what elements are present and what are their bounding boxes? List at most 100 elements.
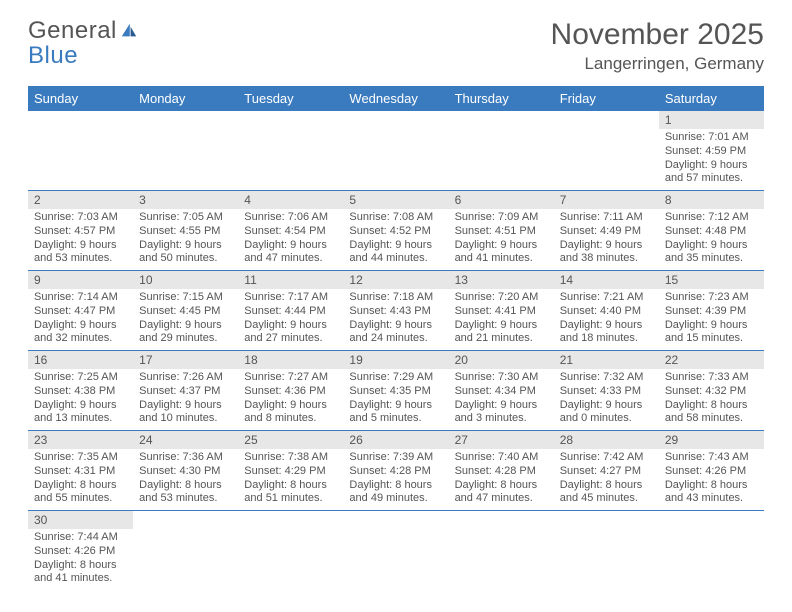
day-details: Sunrise: 7:03 AMSunset: 4:57 PMDaylight:… [28, 209, 133, 270]
location: Langerringen, Germany [551, 54, 764, 74]
day-details: Sunrise: 7:38 AMSunset: 4:29 PMDaylight:… [238, 449, 343, 510]
day-cell: 17Sunrise: 7:26 AMSunset: 4:37 PMDayligh… [133, 351, 238, 431]
day-number: 13 [449, 271, 554, 289]
weekday-header: Sunday [28, 86, 133, 111]
day-cell: 8Sunrise: 7:12 AMSunset: 4:48 PMDaylight… [659, 191, 764, 271]
day-details: Sunrise: 7:23 AMSunset: 4:39 PMDaylight:… [659, 289, 764, 350]
empty-cell [238, 111, 343, 191]
day-details: Sunrise: 7:14 AMSunset: 4:47 PMDaylight:… [28, 289, 133, 350]
day-details: Sunrise: 7:08 AMSunset: 4:52 PMDaylight:… [343, 209, 448, 270]
day-details: Sunrise: 7:42 AMSunset: 4:27 PMDaylight:… [554, 449, 659, 510]
day-cell: 25Sunrise: 7:38 AMSunset: 4:29 PMDayligh… [238, 431, 343, 511]
page-header: GeneralBlue November 2025 Langerringen, … [28, 18, 764, 74]
day-cell: 3Sunrise: 7:05 AMSunset: 4:55 PMDaylight… [133, 191, 238, 271]
weekday-header: Thursday [449, 86, 554, 111]
day-number: 23 [28, 431, 133, 449]
day-details: Sunrise: 7:27 AMSunset: 4:36 PMDaylight:… [238, 369, 343, 430]
day-number: 20 [449, 351, 554, 369]
day-details: Sunrise: 7:15 AMSunset: 4:45 PMDaylight:… [133, 289, 238, 350]
day-number: 6 [449, 191, 554, 209]
day-details: Sunrise: 7:36 AMSunset: 4:30 PMDaylight:… [133, 449, 238, 510]
day-number: 10 [133, 271, 238, 289]
day-number: 7 [554, 191, 659, 209]
empty-cell [238, 511, 343, 591]
day-number: 17 [133, 351, 238, 369]
weekday-header: Monday [133, 86, 238, 111]
day-number: 9 [28, 271, 133, 289]
empty-cell [554, 111, 659, 191]
day-cell: 16Sunrise: 7:25 AMSunset: 4:38 PMDayligh… [28, 351, 133, 431]
empty-cell [28, 111, 133, 191]
calendar-head: SundayMondayTuesdayWednesdayThursdayFrid… [28, 86, 764, 111]
day-cell: 29Sunrise: 7:43 AMSunset: 4:26 PMDayligh… [659, 431, 764, 511]
day-cell: 15Sunrise: 7:23 AMSunset: 4:39 PMDayligh… [659, 271, 764, 351]
day-cell: 22Sunrise: 7:33 AMSunset: 4:32 PMDayligh… [659, 351, 764, 431]
day-cell: 30Sunrise: 7:44 AMSunset: 4:26 PMDayligh… [28, 511, 133, 591]
day-details: Sunrise: 7:43 AMSunset: 4:26 PMDaylight:… [659, 449, 764, 510]
day-details: Sunrise: 7:44 AMSunset: 4:26 PMDaylight:… [28, 529, 133, 590]
day-number: 27 [449, 431, 554, 449]
weekday-header: Friday [554, 86, 659, 111]
day-details: Sunrise: 7:35 AMSunset: 4:31 PMDaylight:… [28, 449, 133, 510]
day-number: 24 [133, 431, 238, 449]
empty-cell [343, 511, 448, 591]
day-cell: 2Sunrise: 7:03 AMSunset: 4:57 PMDaylight… [28, 191, 133, 271]
weekday-header: Tuesday [238, 86, 343, 111]
month-title: November 2025 [551, 18, 764, 52]
day-cell: 18Sunrise: 7:27 AMSunset: 4:36 PMDayligh… [238, 351, 343, 431]
logo-text-b: Blue [28, 42, 78, 69]
empty-cell [449, 111, 554, 191]
logo-sail-icon [119, 22, 139, 38]
day-number: 8 [659, 191, 764, 209]
day-cell: 27Sunrise: 7:40 AMSunset: 4:28 PMDayligh… [449, 431, 554, 511]
day-details: Sunrise: 7:12 AMSunset: 4:48 PMDaylight:… [659, 209, 764, 270]
day-details: Sunrise: 7:32 AMSunset: 4:33 PMDaylight:… [554, 369, 659, 430]
day-number: 28 [554, 431, 659, 449]
empty-cell [133, 511, 238, 591]
day-cell: 12Sunrise: 7:18 AMSunset: 4:43 PMDayligh… [343, 271, 448, 351]
day-details: Sunrise: 7:17 AMSunset: 4:44 PMDaylight:… [238, 289, 343, 350]
day-number: 21 [554, 351, 659, 369]
day-number: 1 [659, 111, 764, 129]
day-number: 14 [554, 271, 659, 289]
day-details: Sunrise: 7:06 AMSunset: 4:54 PMDaylight:… [238, 209, 343, 270]
day-number: 2 [28, 191, 133, 209]
day-details: Sunrise: 7:29 AMSunset: 4:35 PMDaylight:… [343, 369, 448, 430]
day-cell: 24Sunrise: 7:36 AMSunset: 4:30 PMDayligh… [133, 431, 238, 511]
day-number: 4 [238, 191, 343, 209]
day-details: Sunrise: 7:33 AMSunset: 4:32 PMDaylight:… [659, 369, 764, 430]
day-cell: 13Sunrise: 7:20 AMSunset: 4:41 PMDayligh… [449, 271, 554, 351]
day-cell: 26Sunrise: 7:39 AMSunset: 4:28 PMDayligh… [343, 431, 448, 511]
day-cell: 14Sunrise: 7:21 AMSunset: 4:40 PMDayligh… [554, 271, 659, 351]
day-number: 19 [343, 351, 448, 369]
day-details: Sunrise: 7:30 AMSunset: 4:34 PMDaylight:… [449, 369, 554, 430]
day-details: Sunrise: 7:40 AMSunset: 4:28 PMDaylight:… [449, 449, 554, 510]
day-cell: 28Sunrise: 7:42 AMSunset: 4:27 PMDayligh… [554, 431, 659, 511]
day-cell: 11Sunrise: 7:17 AMSunset: 4:44 PMDayligh… [238, 271, 343, 351]
logo-text-a: General [28, 17, 117, 44]
day-number: 12 [343, 271, 448, 289]
empty-cell [343, 111, 448, 191]
day-number: 30 [28, 511, 133, 529]
title-block: November 2025 Langerringen, Germany [551, 18, 764, 74]
day-details: Sunrise: 7:11 AMSunset: 4:49 PMDaylight:… [554, 209, 659, 270]
day-number: 15 [659, 271, 764, 289]
day-cell: 20Sunrise: 7:30 AMSunset: 4:34 PMDayligh… [449, 351, 554, 431]
day-number: 22 [659, 351, 764, 369]
day-number: 18 [238, 351, 343, 369]
day-number: 26 [343, 431, 448, 449]
day-cell: 7Sunrise: 7:11 AMSunset: 4:49 PMDaylight… [554, 191, 659, 271]
day-number: 29 [659, 431, 764, 449]
day-number: 5 [343, 191, 448, 209]
day-cell: 10Sunrise: 7:15 AMSunset: 4:45 PMDayligh… [133, 271, 238, 351]
day-cell: 19Sunrise: 7:29 AMSunset: 4:35 PMDayligh… [343, 351, 448, 431]
day-cell: 9Sunrise: 7:14 AMSunset: 4:47 PMDaylight… [28, 271, 133, 351]
day-details: Sunrise: 7:01 AMSunset: 4:59 PMDaylight:… [659, 129, 764, 190]
day-number: 16 [28, 351, 133, 369]
calendar-table: SundayMondayTuesdayWednesdayThursdayFrid… [28, 86, 764, 590]
day-cell: 6Sunrise: 7:09 AMSunset: 4:51 PMDaylight… [449, 191, 554, 271]
empty-cell [133, 111, 238, 191]
empty-cell [659, 511, 764, 591]
day-details: Sunrise: 7:39 AMSunset: 4:28 PMDaylight:… [343, 449, 448, 510]
weekday-header: Saturday [659, 86, 764, 111]
